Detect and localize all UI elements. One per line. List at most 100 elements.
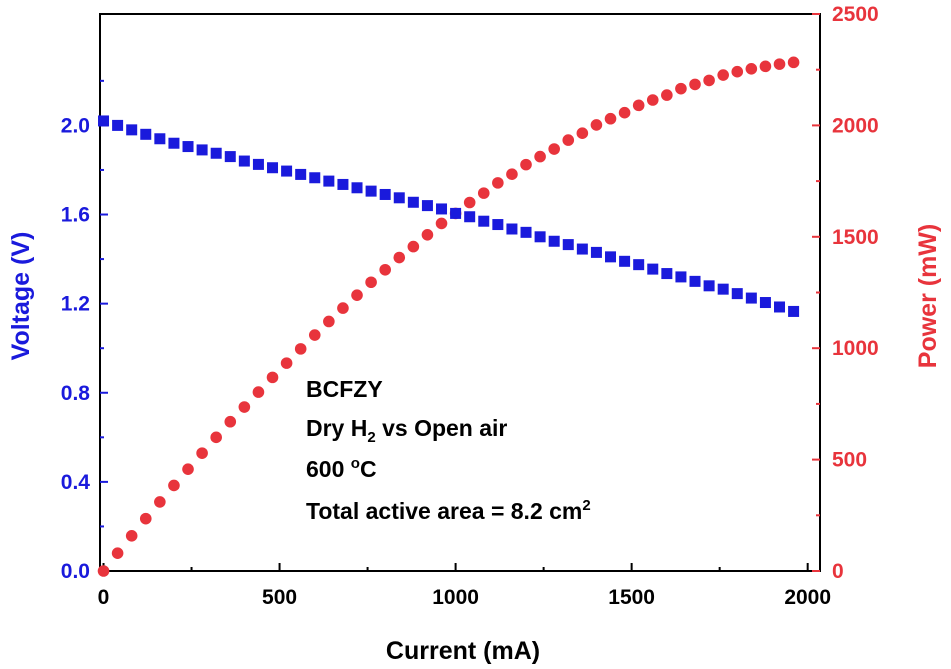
power-point xyxy=(407,240,420,253)
x-tick-label: 1500 xyxy=(608,586,655,609)
right-y-tick-label: 2000 xyxy=(832,114,879,137)
x-tick-label: 500 xyxy=(262,586,297,609)
power-point xyxy=(182,463,194,475)
power-point xyxy=(773,58,786,70)
voltage-point xyxy=(436,203,448,215)
annotation-gas: Dry H2 vs Open air xyxy=(306,415,507,446)
voltage-point xyxy=(661,268,673,280)
voltage-point xyxy=(520,226,532,238)
voltage-point xyxy=(492,219,504,231)
power-point xyxy=(294,343,307,355)
power-point xyxy=(520,158,532,171)
power-point xyxy=(252,386,265,398)
voltage-point xyxy=(224,151,236,163)
left-y-axis-title: Voltage (V) xyxy=(7,232,35,361)
voltage-point xyxy=(351,182,363,194)
power-point xyxy=(224,415,237,428)
left-y-tick-label: 0.4 xyxy=(61,471,91,494)
voltage-point xyxy=(323,175,335,187)
voltage-point xyxy=(703,280,715,292)
power-point xyxy=(351,289,363,301)
annotation-temperature-superscript: o xyxy=(351,455,360,472)
power-point xyxy=(717,69,729,81)
x-axis: 0 500 1000 1500 2000 xyxy=(98,563,831,609)
power-point xyxy=(168,479,180,492)
power-point xyxy=(759,60,772,73)
power-point xyxy=(379,263,391,276)
voltage-point xyxy=(365,185,377,197)
left-y-axis: 0.0 0.4 0.8 1.2 1.6 2.0 xyxy=(61,79,108,583)
voltage-point xyxy=(407,196,419,208)
power-point xyxy=(632,99,645,112)
voltage-point xyxy=(464,211,476,223)
voltage-point xyxy=(210,147,222,159)
left-y-tick-label: 2.0 xyxy=(61,114,90,137)
voltage-point xyxy=(506,223,518,235)
voltage-point xyxy=(309,172,321,184)
power-point xyxy=(111,547,124,559)
power-point xyxy=(435,217,448,230)
power-point xyxy=(238,401,251,413)
voltage-point xyxy=(450,207,462,219)
voltage-point xyxy=(337,178,349,190)
power-point xyxy=(280,357,293,369)
power-point xyxy=(97,565,110,577)
power-series xyxy=(97,56,800,577)
left-y-tick-label: 1.6 xyxy=(61,204,90,227)
power-point xyxy=(590,119,603,131)
voltage-point xyxy=(590,246,602,258)
right-y-axis: 0 500 1000 1500 2000 2500 xyxy=(812,3,879,583)
voltage-point xyxy=(295,168,307,180)
voltage-point xyxy=(731,288,743,300)
power-point xyxy=(492,177,504,189)
power-point xyxy=(365,276,377,289)
voltage-point xyxy=(112,119,124,131)
power-point xyxy=(576,127,589,139)
power-point xyxy=(139,512,152,525)
annotation-gas-subscript: 2 xyxy=(367,429,375,446)
voltage-point xyxy=(379,188,391,200)
left-y-tick-label: 1.2 xyxy=(61,293,90,316)
power-point xyxy=(393,251,406,264)
power-point xyxy=(477,187,490,199)
voltage-point xyxy=(168,137,180,149)
power-point xyxy=(337,302,349,314)
power-point xyxy=(731,65,744,78)
voltage-point xyxy=(689,275,701,287)
annotation-area: Total active area = 8.2 cm2 xyxy=(306,497,591,524)
power-point xyxy=(506,168,518,180)
power-point xyxy=(604,112,617,125)
voltage-series xyxy=(98,115,800,317)
voltage-point xyxy=(154,133,166,145)
x-tick-label: 0 xyxy=(98,586,110,609)
power-point xyxy=(703,74,715,87)
voltage-point xyxy=(267,162,279,174)
annotation-area-superscript: 2 xyxy=(582,497,590,514)
power-point xyxy=(646,94,659,106)
power-point xyxy=(154,496,166,508)
voltage-point xyxy=(196,144,208,156)
voltage-point xyxy=(605,251,617,263)
power-point xyxy=(210,431,222,444)
voltage-point xyxy=(393,192,405,204)
power-point xyxy=(463,196,476,209)
voltage-point xyxy=(281,165,293,177)
x-tick-label: 2000 xyxy=(784,586,831,609)
voltage-point xyxy=(788,305,800,317)
power-point xyxy=(125,529,138,542)
voltage-point xyxy=(252,158,264,170)
voltage-point xyxy=(140,128,152,140)
voltage-point xyxy=(774,301,786,313)
annotation-temperature: 600 oC xyxy=(306,455,377,482)
power-point xyxy=(548,143,560,155)
voltage-point xyxy=(562,239,574,251)
power-point xyxy=(661,89,673,101)
right-y-tick-label: 1000 xyxy=(832,337,879,360)
left-y-tick-label: 0.8 xyxy=(61,382,91,405)
voltage-point xyxy=(478,215,490,227)
power-point xyxy=(534,150,546,163)
voltage-point xyxy=(759,297,771,309)
right-y-axis-title: Power (mW) xyxy=(914,224,942,368)
power-point xyxy=(421,228,434,241)
voltage-point xyxy=(126,124,138,136)
